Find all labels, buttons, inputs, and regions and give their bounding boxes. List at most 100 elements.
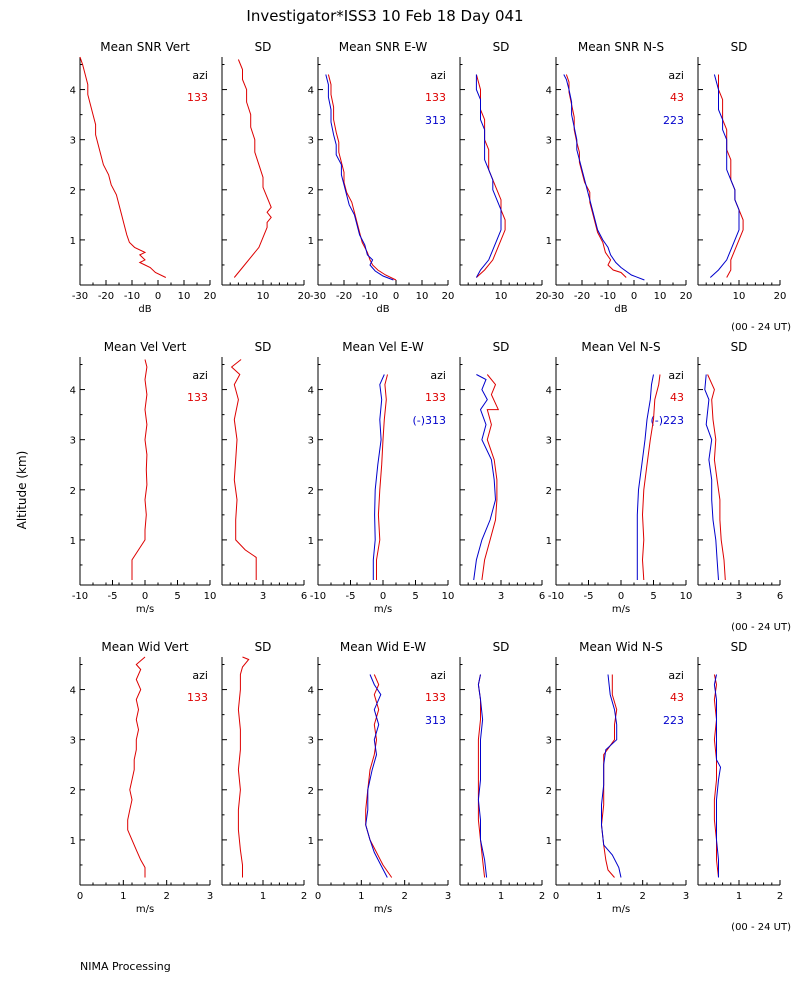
x-axis-label: m/s [374,604,392,615]
legend-entry: 43 [670,391,684,404]
panel-title: SD [493,340,510,354]
x-tick-label: 5 [412,591,418,602]
y-tick-label: 3 [308,436,314,447]
series-line-blue [704,374,719,581]
x-tick-label: 10 [680,591,693,602]
legend-entry: 313 [425,714,446,727]
y-tick-label: 3 [70,436,76,447]
x-tick-label: 2 [401,891,407,902]
panel-snr-1: Mean SNR Vert -30 -20 -10 0 10 20 1 2 3 4 dB azi 133 [70,40,217,315]
series-line-red [707,374,726,581]
panel-vel-2: SD 3 6 [221,340,307,602]
panel-title: Mean Vel Vert [104,340,187,354]
legend-entry: 133 [187,391,208,404]
panel-vel-3: Mean Vel E-W -10 -5 0 5 10 1 2 3 4 m/s azi 133 (-)313 [308,340,455,615]
x-tick-label: 1 [358,891,364,902]
x-axis-label: m/s [136,604,154,615]
x-tick-label: 20 [536,291,549,302]
x-tick-label: 6 [301,591,307,602]
series-line-blue [477,674,488,878]
panel-title: SD [731,40,748,54]
x-tick-label: 0 [631,291,637,302]
y-tick-label: 2 [308,486,314,497]
y-tick-label: 1 [70,236,76,247]
legend-entry: 313 [425,114,446,127]
y-tick-label: 1 [546,536,552,547]
x-tick-label: 3 [736,591,742,602]
panel-title: SD [731,640,748,654]
panel-vel-5: Mean Vel N-S -10 -5 0 5 10 1 2 3 4 m/s azi 43 (-)223 [546,340,693,615]
series-line-blue [325,74,394,281]
legend-header: azi [430,369,446,382]
x-tick-label: -5 [108,591,118,602]
legend-entry: 223 [663,714,684,727]
x-tick-label: 2 [163,891,169,902]
x-tick-label: 1 [736,891,742,902]
x-tick-label: -10 [310,591,326,602]
x-tick-label: 20 [680,291,693,302]
panel-title: SD [731,340,748,354]
panel-title: SD [493,640,510,654]
legend-entry: (-)223 [650,414,684,427]
y-tick-label: 2 [308,786,314,797]
series-line-blue [372,374,385,580]
panel-vel-1: Mean Vel Vert -10 -5 0 5 10 1 2 3 4 m/s azi 133 [70,340,217,615]
y-tick-label: 4 [546,686,552,697]
y-tick-label: 1 [546,236,552,247]
x-tick-label: -30 [310,291,326,302]
x-tick-label: -5 [346,591,356,602]
x-tick-label: 20 [298,291,311,302]
x-tick-label: 5 [174,591,180,602]
series-line-red [233,59,272,278]
x-tick-label: -10 [600,291,616,302]
y-tick-label: 3 [308,136,314,147]
x-axis-label: m/s [374,904,392,915]
x-tick-label: -10 [124,291,140,302]
y-tick-label: 1 [546,836,552,847]
panel-vel-4: SD 3 6 [459,340,545,602]
series-line-blue [475,74,502,278]
x-tick-label: 2 [777,891,783,902]
x-tick-label: 2 [301,891,307,902]
legend-header: azi [430,69,446,82]
series-line-red [131,359,148,580]
y-tick-label: 2 [70,186,76,197]
panel-title: Mean Wid N-S [579,640,663,654]
x-tick-label: 3 [445,891,451,902]
panel-title: Mean Wid Vert [101,640,188,654]
x-tick-label: 0 [315,891,321,902]
series-line-blue [365,674,388,878]
x-tick-label: -10 [362,291,378,302]
x-tick-label: 10 [442,591,455,602]
panel-title: Mean Wid E-W [340,640,426,654]
x-tick-label: 10 [654,291,667,302]
x-tick-label: 0 [155,291,161,302]
x-tick-label: -10 [548,591,564,602]
panel-wid-6: SD 1 2 [697,640,783,902]
x-tick-label: 0 [380,591,386,602]
y-tick-label: 1 [70,836,76,847]
x-tick-label: 1 [596,891,602,902]
y-tick-label: 3 [308,736,314,747]
x-tick-label: 3 [207,891,213,902]
panel-wid-3: Mean Wid E-W 0 1 2 3 1 2 3 4 m/s azi 133 313 [308,640,452,915]
x-tick-label: -30 [72,291,88,302]
y-tick-label: 2 [546,486,552,497]
legend-entry: 133 [187,691,208,704]
panel-wid-1: Mean Wid Vert 0 1 2 3 1 2 3 4 m/s azi 133 [70,640,214,915]
x-tick-label: 20 [774,291,787,302]
y-tick-label: 3 [70,136,76,147]
panel-wid-4: SD 1 2 [459,640,545,902]
x-tick-label: -20 [98,291,114,302]
panel-snr-2: SD 10 20 [221,40,311,302]
panel-snr-4: SD 10 20 [459,40,549,302]
series-line-red [365,674,393,878]
y-tick-label: 1 [308,536,314,547]
y-tick-label: 2 [546,786,552,797]
x-tick-label: 6 [777,591,783,602]
y-tick-label: 4 [308,86,314,97]
x-tick-label: 5 [650,591,656,602]
x-tick-label: -10 [72,591,88,602]
x-tick-label: 3 [260,591,266,602]
